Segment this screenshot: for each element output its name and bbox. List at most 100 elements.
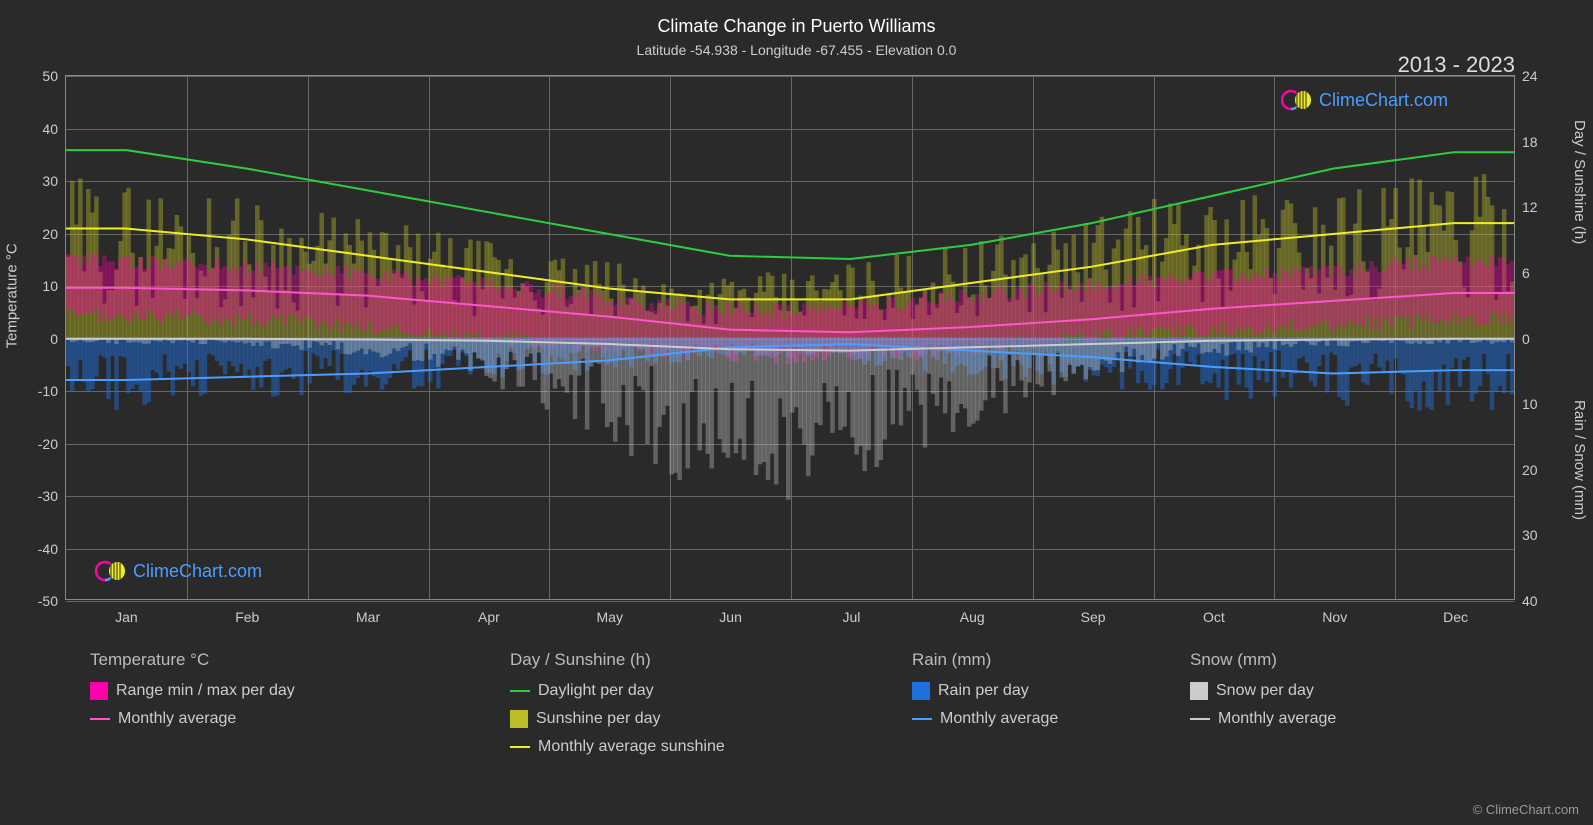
temp-range-bar [259, 273, 263, 326]
rain-bar [215, 338, 219, 362]
x-tick-month: Nov [1322, 609, 1347, 625]
temp-range-bar [1084, 292, 1088, 343]
snow-bar [673, 338, 677, 473]
temp-range-bar [496, 292, 500, 342]
snow-bar [1088, 338, 1092, 368]
temp-range-bar [195, 268, 199, 315]
snow-bar [601, 338, 605, 404]
temp-range-bar [476, 287, 480, 331]
legend-item: Daylight per day [510, 682, 725, 700]
temp-range-bar [267, 267, 271, 320]
temp-range-bar [142, 270, 146, 320]
snow-bar [1060, 338, 1064, 378]
temp-range-bar [1506, 264, 1510, 324]
temp-range-bar [283, 266, 287, 325]
snow-bar [878, 338, 882, 461]
temp-range-bar [1377, 272, 1381, 329]
rain-bar [1474, 338, 1478, 394]
rain-bar [1490, 338, 1494, 411]
temp-range-bar [416, 278, 420, 337]
temp-range-bar [1389, 262, 1393, 326]
snow-bar [689, 338, 693, 392]
temp-range-bar [384, 271, 388, 328]
temp-range-bar [1381, 272, 1385, 318]
legend-header: Temperature °C [90, 650, 295, 670]
temp-range-bar [404, 271, 408, 334]
temp-range-bar [1401, 264, 1405, 318]
temp-range-bar [1405, 258, 1409, 316]
temp-range-bar [106, 262, 110, 322]
snow-bar [870, 338, 874, 376]
rain-bar [146, 338, 150, 403]
temp-range-bar [537, 289, 541, 343]
snow-bar [1136, 338, 1140, 363]
temp-range-bar [1240, 273, 1244, 331]
temp-range-bar [1253, 274, 1257, 335]
y-tick-right-hours: 18 [1522, 134, 1538, 150]
rain-bar [70, 338, 74, 391]
legend-line-icon [510, 746, 530, 748]
rain-bar [86, 338, 90, 393]
snow-bar [762, 338, 766, 463]
snow-bar [734, 338, 738, 454]
rain-bar [74, 338, 78, 381]
snow-bar [585, 338, 589, 430]
temp-range-bar [1047, 286, 1051, 345]
temp-range-bar [1236, 280, 1240, 327]
snow-bar [1212, 338, 1216, 349]
temp-range-bar [98, 266, 102, 321]
snow-bar [758, 338, 762, 465]
logo-text: ClimeChart.com [133, 561, 262, 582]
temp-range-bar [114, 268, 118, 314]
temp-range-bar [376, 279, 380, 333]
snow-bar [947, 338, 951, 382]
snow-bar [541, 338, 545, 404]
temp-range-bar [1224, 270, 1228, 335]
rain-bar [1498, 338, 1502, 386]
snow-bar [1168, 338, 1172, 351]
temp-range-bar [82, 255, 86, 313]
snow-bar [581, 338, 585, 359]
legend-item: Monthly average [1190, 710, 1336, 728]
temp-range-bar [967, 298, 971, 343]
rain-bar [1417, 338, 1421, 411]
temp-range-bar [1035, 295, 1039, 343]
rain-bar [1506, 338, 1510, 355]
rain-bar [1434, 338, 1438, 372]
rain-bar [1494, 338, 1498, 391]
snow-bar [1080, 338, 1084, 365]
temp-range-bar [175, 262, 179, 310]
temp-range-bar [508, 287, 512, 346]
snow-bar [436, 338, 440, 367]
y-tick-left: -10 [38, 383, 58, 399]
temp-range-bar [1413, 258, 1417, 316]
logo-bottom: ClimeChart.com [95, 555, 262, 587]
y-tick-left: 40 [42, 121, 58, 137]
x-tick-month: Jan [115, 609, 138, 625]
logo-icon [95, 555, 127, 587]
temp-range-bar [70, 255, 74, 309]
temp-range-bar [1466, 256, 1470, 317]
snow-bar [537, 338, 541, 353]
y-axis-right-bottom-label: Rain / Snow (mm) [1571, 400, 1588, 520]
x-tick-month: Dec [1443, 609, 1468, 625]
x-tick-month: Apr [478, 609, 500, 625]
snow-bar [830, 338, 834, 433]
temp-range-bar [1007, 299, 1011, 341]
temp-range-bar [263, 262, 267, 326]
temp-range-bar [1337, 266, 1341, 324]
snow-bar [529, 338, 533, 354]
temp-range-bar [295, 265, 299, 316]
temp-range-bar [275, 268, 279, 319]
temp-range-bar [66, 254, 70, 310]
rain-bar [126, 338, 130, 394]
temp-range-bar [1309, 266, 1313, 327]
temp-range-bar [1100, 286, 1104, 337]
gridline-h [66, 601, 1514, 602]
snow-bar [806, 338, 810, 477]
temp-range-bar [1116, 285, 1120, 338]
temp-range-bar [1422, 264, 1426, 322]
sunshine-bar [235, 198, 239, 337]
rain-bar [207, 338, 211, 354]
y-tick-left: -40 [38, 541, 58, 557]
